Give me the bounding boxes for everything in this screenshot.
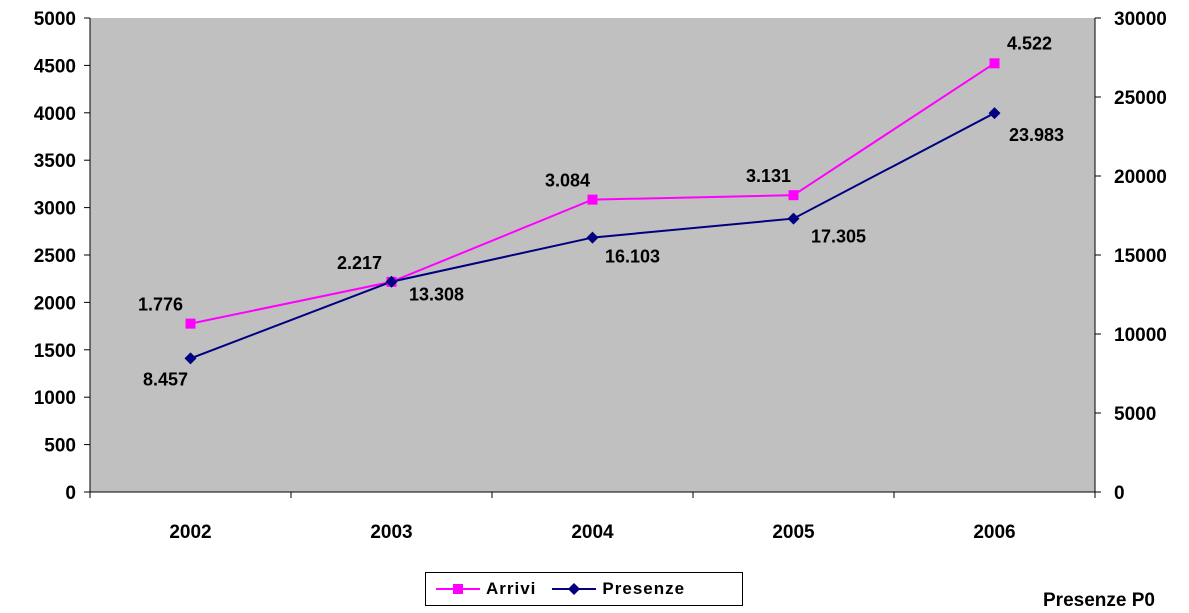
x-tick-label: 2005 xyxy=(772,522,815,543)
diamond-marker-icon xyxy=(552,583,597,595)
arrivi-point xyxy=(788,190,799,201)
right-tick-label: 30000 xyxy=(1114,9,1167,30)
chart-legend: Arrivi Presenze xyxy=(425,572,743,606)
arrivi-data-label: 3.084 xyxy=(545,171,590,191)
x-axis-ticks: 2002 2003 2004 2005 2006 xyxy=(169,522,1015,543)
left-tick-label: 0 xyxy=(65,483,76,504)
right-tick-label: 15000 xyxy=(1114,246,1167,267)
presenze-point xyxy=(787,212,800,225)
left-tick-label: 2500 xyxy=(34,246,76,267)
series-marks xyxy=(184,58,1001,365)
left-tick-label: 2000 xyxy=(34,293,76,314)
presenze-point xyxy=(586,231,599,244)
right-tick-label: 20000 xyxy=(1114,167,1167,188)
presenze-data-label: 23.983 xyxy=(1009,125,1064,145)
presenze-point xyxy=(988,107,1001,120)
right-tick-label: 5000 xyxy=(1114,404,1156,425)
arrivi-data-label: 3.131 xyxy=(746,166,791,186)
left-axis-ticks: 0 500 1000 1500 2000 2500 3000 3500 4000… xyxy=(34,9,76,504)
presenze-data-label: 17.305 xyxy=(811,227,866,247)
cut-off-caption: Presenze P0 xyxy=(1043,590,1155,611)
x-tick-label: 2003 xyxy=(370,522,412,543)
left-tick-label: 3500 xyxy=(34,151,76,172)
x-tick-label: 2002 xyxy=(169,522,211,543)
x-tick-label: 2004 xyxy=(571,522,614,543)
legend-label-presenze: Presenze xyxy=(602,579,686,598)
arrivi-data-label: 2.217 xyxy=(337,253,382,273)
left-tick-label: 4000 xyxy=(34,104,76,125)
legend-item-arrivi: Arrivi xyxy=(434,579,536,599)
arrivi-point xyxy=(587,194,598,205)
left-tick-label: 1000 xyxy=(34,388,76,409)
presenze-point xyxy=(184,352,197,365)
legend-item-presenze: Presenze xyxy=(550,579,685,599)
presenze-data-label: 8.457 xyxy=(143,369,188,389)
left-tick-label: 3000 xyxy=(34,199,76,220)
arrivi-data-label: 4.522 xyxy=(1007,33,1052,53)
presenze-point xyxy=(385,275,398,288)
presenze-data-label: 13.308 xyxy=(409,285,464,305)
right-tick-label: 10000 xyxy=(1114,325,1167,346)
plot-area xyxy=(90,18,1095,492)
right-tick-label: 25000 xyxy=(1114,88,1167,109)
arrivi-point xyxy=(989,58,1000,69)
legend-label-arrivi: Arrivi xyxy=(486,579,537,598)
x-tick-label: 2006 xyxy=(973,522,1015,543)
data-labels: 1.776 2.217 3.084 3.131 4.522 8.457 13.3… xyxy=(138,33,1064,389)
right-tick-label: 0 xyxy=(1114,483,1125,504)
presenze-data-label: 16.103 xyxy=(605,247,660,267)
left-tick-label: 5000 xyxy=(34,9,76,30)
square-marker-icon xyxy=(436,584,480,594)
arrivi-data-label: 1.776 xyxy=(138,295,183,315)
left-tick-label: 4500 xyxy=(34,56,76,77)
left-tick-label: 500 xyxy=(44,436,76,457)
arrivi-point xyxy=(185,318,196,329)
right-axis-ticks: 0 5000 10000 15000 20000 25000 30000 xyxy=(1114,9,1167,504)
left-tick-label: 1500 xyxy=(34,341,76,362)
